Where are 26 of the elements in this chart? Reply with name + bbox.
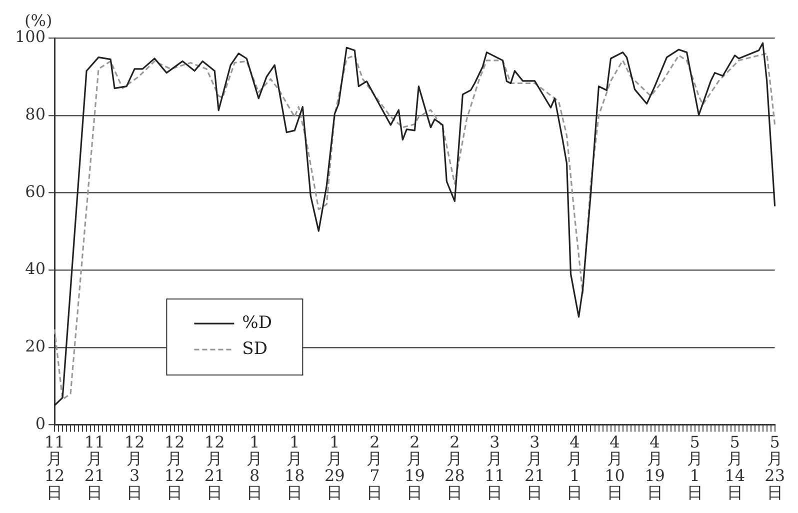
y-tick-label: 20: [25, 336, 46, 356]
x-tick-label: 1月8日: [246, 432, 263, 502]
y-tick-label: 40: [25, 259, 46, 278]
y-tick-label: 80: [25, 104, 46, 124]
x-tick-label: 3月21日: [524, 432, 545, 502]
x-tick-label: 5月1日: [686, 432, 703, 502]
x-tick-label: 1月29日: [324, 432, 345, 502]
x-tick-label: 12月3日: [124, 432, 145, 502]
x-tick-label: 11月12日: [44, 432, 65, 502]
x-tick-label: 1月18日: [284, 432, 305, 502]
x-tick-label: 2月7日: [366, 432, 383, 502]
x-tick-label: 2月19日: [404, 432, 425, 502]
x-tick-label: 2月28日: [444, 432, 465, 502]
x-tick-label: 3月11日: [484, 432, 505, 502]
x-tick-label: 11月21日: [84, 432, 105, 502]
legend-label: %D: [242, 312, 272, 333]
x-tick-label: 4月19日: [644, 432, 665, 502]
y-tick-label: 0: [35, 414, 46, 433]
legend-label: SD: [242, 338, 268, 359]
x-tick-label: 5月14日: [724, 432, 745, 502]
x-tick-label: 12月12日: [164, 432, 185, 502]
x-tick-label: 4月1日: [566, 432, 583, 502]
x-tick-label: 12月21日: [204, 432, 225, 502]
x-tick-label: 4月10日: [604, 432, 625, 502]
y-tick-label: 60: [25, 182, 46, 201]
x-tick-label: 5月23日: [764, 432, 785, 502]
